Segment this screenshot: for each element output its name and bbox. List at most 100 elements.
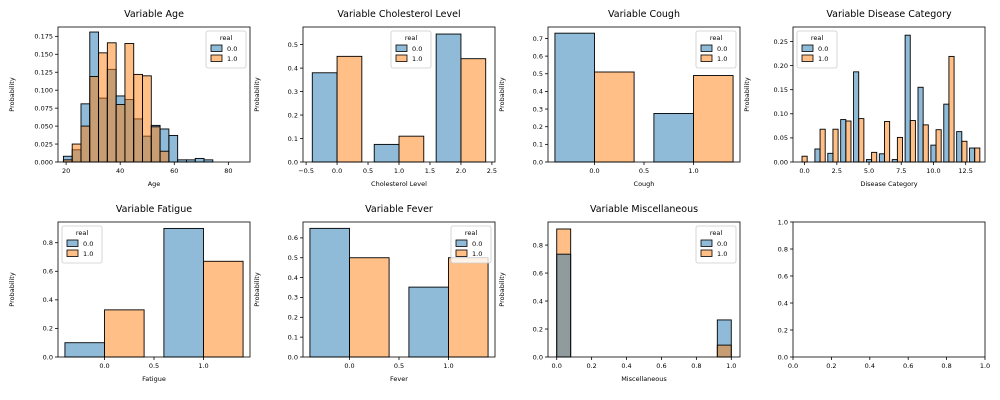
legend-swatch bbox=[700, 239, 713, 247]
bar bbox=[142, 75, 152, 163]
x-tick-label: 80 bbox=[224, 167, 232, 175]
x-tick-label: 0.5 bbox=[363, 167, 373, 175]
legend: real 0.0 1.0 bbox=[61, 225, 103, 264]
bar bbox=[163, 227, 204, 358]
bar bbox=[653, 113, 694, 163]
x-tick-label: 10.0 bbox=[926, 167, 940, 175]
bar bbox=[716, 344, 732, 358]
legend-title: real bbox=[465, 229, 478, 237]
subplot-5: 0.0 0.5 1.0 0.0 0.2 0.4 0.6 0.8 Variable Fatigue… bbox=[8, 204, 251, 383]
y-tick-label: 0.6 bbox=[43, 268, 53, 276]
bar bbox=[435, 33, 462, 163]
y-tick-label: 0.150 bbox=[34, 51, 53, 59]
x-tick-label: 1.0 bbox=[394, 167, 404, 175]
bar bbox=[64, 342, 105, 358]
legend-title: real bbox=[710, 34, 723, 42]
x-tick-label: 1.5 bbox=[425, 167, 435, 175]
x-axis-label: Fatigue bbox=[142, 375, 166, 383]
chart-title: Variable Cough bbox=[608, 9, 680, 20]
chart-title: Variable Age bbox=[124, 9, 184, 20]
legend-swatch bbox=[455, 239, 468, 247]
bar bbox=[814, 148, 821, 163]
x-axis-label: Cough bbox=[634, 180, 655, 188]
y-tick-label: 0.2 bbox=[288, 111, 298, 119]
y-tick-label: 0.2 bbox=[533, 123, 543, 131]
legend-title: real bbox=[811, 34, 824, 42]
bar bbox=[832, 128, 839, 163]
legend-swatch bbox=[66, 249, 79, 257]
bar bbox=[935, 129, 942, 163]
legend-swatch bbox=[700, 54, 713, 62]
bar bbox=[956, 131, 963, 163]
y-tick-label: 0.0 bbox=[288, 353, 298, 361]
axes-frame bbox=[57, 26, 251, 163]
x-tick-label: 0.5 bbox=[394, 362, 404, 370]
y-tick-label: 0.0 bbox=[533, 353, 543, 361]
bar bbox=[594, 71, 635, 163]
legend-entry: 1.0 bbox=[83, 250, 93, 258]
subplot-4: 0.0 2.5 5.0 7.5 10.0 12.5 0.00 0.05 0.10 0.15 0.20… bbox=[743, 9, 986, 188]
legend: real 0.0 1.0 bbox=[390, 30, 432, 69]
bar bbox=[556, 253, 572, 358]
x-tick-label: 0.2 bbox=[826, 362, 836, 370]
bar bbox=[408, 286, 449, 358]
y-tick-label: 0.0 bbox=[43, 353, 53, 361]
y-tick-label: 0.3 bbox=[288, 294, 298, 302]
y-tick-label: 0.3 bbox=[288, 88, 298, 96]
y-tick-label: 0.8 bbox=[533, 241, 543, 249]
subplot-6: 0.0 0.5 1.0 0.0 0.1 0.2 0.3 0.4 0.5 0.6 Variable F… bbox=[253, 204, 496, 383]
chart-title: Variable Miscellaneous bbox=[590, 204, 698, 215]
legend-entry: 0.0 bbox=[818, 45, 828, 53]
bar bbox=[884, 121, 891, 163]
chart-title: Variable Cholesterol Level bbox=[337, 9, 460, 20]
y-tick-label: 0.4 bbox=[43, 296, 53, 304]
legend-entry: 1.0 bbox=[227, 55, 237, 63]
y-tick-label: 0.1 bbox=[533, 141, 543, 149]
y-tick-label: 0.0 bbox=[533, 158, 543, 166]
y-tick-label: 0.7 bbox=[533, 35, 543, 43]
y-tick-label: 0.025 bbox=[34, 140, 53, 148]
legend-swatch bbox=[210, 44, 223, 52]
bar bbox=[896, 136, 903, 163]
bar bbox=[133, 73, 143, 163]
legend: real 0.0 1.0 bbox=[695, 30, 737, 69]
legend-entry: 0.0 bbox=[227, 45, 237, 53]
chart-title: Variable Fever bbox=[365, 204, 433, 215]
y-tick-label: 0.05 bbox=[774, 134, 788, 142]
x-tick-label: 1.0 bbox=[726, 362, 736, 370]
x-tick-label: 0.5 bbox=[639, 167, 649, 175]
x-tick-label: 0.5 bbox=[149, 362, 159, 370]
x-tick-label: 0.0 bbox=[344, 362, 354, 370]
y-tick-label: 0.2 bbox=[43, 325, 53, 333]
subplot-2: −0.5 0.0 0.5 1.0 1.5 2.0 2.50.00.10.20.30.40.5… bbox=[253, 9, 497, 188]
bar bbox=[930, 144, 937, 163]
bar bbox=[693, 75, 734, 163]
y-tick-label: 0.25 bbox=[774, 38, 788, 46]
bar bbox=[124, 43, 135, 163]
y-tick-label: 0.075 bbox=[34, 104, 53, 112]
legend-swatch bbox=[801, 44, 814, 52]
y-tick-label: 0.6 bbox=[778, 272, 788, 280]
x-tick-label: 0.8 bbox=[691, 362, 701, 370]
legend-swatch bbox=[801, 54, 814, 62]
bar bbox=[106, 42, 117, 163]
x-axis-label: Fever bbox=[390, 375, 408, 383]
bar bbox=[373, 143, 400, 163]
bar bbox=[80, 125, 91, 163]
legend-entry: 0.0 bbox=[472, 240, 482, 248]
bar bbox=[917, 86, 924, 163]
y-tick-label: 0.6 bbox=[288, 234, 298, 242]
y-tick-label: 0.000 bbox=[34, 158, 53, 166]
bar bbox=[309, 227, 350, 358]
x-tick-label: 1.0 bbox=[443, 362, 453, 370]
bar bbox=[878, 153, 885, 163]
legend-title: real bbox=[405, 34, 418, 42]
bar bbox=[104, 309, 145, 358]
y-tick-label: 0.4 bbox=[778, 299, 788, 307]
x-tick-label: 40 bbox=[116, 167, 124, 175]
bar bbox=[974, 147, 981, 163]
bar bbox=[336, 55, 363, 163]
x-tick-label: 1.0 bbox=[688, 167, 698, 175]
x-tick-label: 0.6 bbox=[656, 362, 666, 370]
